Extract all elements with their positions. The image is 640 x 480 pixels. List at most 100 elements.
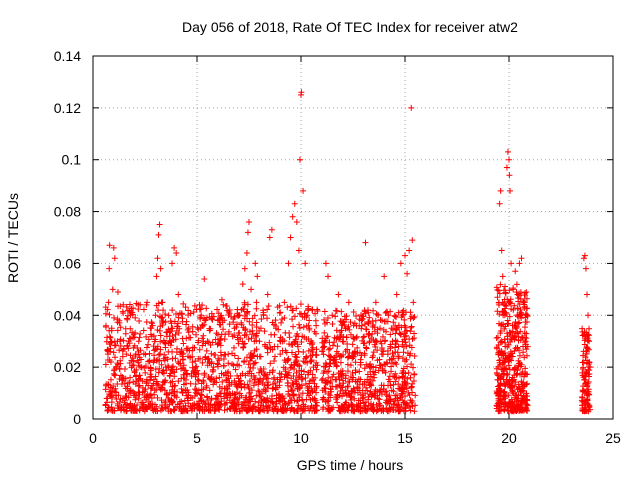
data-point: [210, 381, 217, 388]
data-point: [406, 391, 413, 398]
data-point: [313, 346, 320, 353]
data-point: [353, 322, 360, 329]
data-point: [242, 404, 249, 411]
data-point: [293, 380, 300, 387]
data-point: [340, 351, 347, 358]
data-point: [318, 377, 325, 384]
data-point: [156, 365, 163, 372]
data-point: [402, 309, 409, 316]
data-point: [279, 336, 286, 343]
data-point: [384, 309, 391, 316]
data-point: [116, 399, 123, 406]
data-point: [363, 361, 370, 368]
data-point: [247, 355, 254, 362]
data-point: [116, 376, 123, 383]
data-point: [321, 316, 328, 323]
data-point: [132, 314, 139, 321]
data-point: [200, 377, 207, 384]
data-point: [521, 354, 528, 361]
data-point: [408, 361, 415, 368]
data-point: [214, 363, 221, 370]
y-tick-label: 0.06: [54, 255, 81, 271]
data-point: [493, 402, 500, 409]
data-point: [503, 372, 510, 379]
data-point: [347, 362, 354, 369]
data-point: [202, 400, 209, 407]
data-point: [514, 345, 521, 352]
data-point: [228, 379, 235, 386]
data-point: [513, 281, 520, 288]
data-point: [279, 347, 286, 354]
data-point: [107, 384, 114, 391]
data-point: [301, 368, 308, 375]
data-point: [201, 275, 208, 282]
data-point: [141, 364, 148, 371]
data-point: [200, 332, 207, 339]
data-point: [184, 407, 191, 414]
data-point: [135, 351, 142, 358]
data-point: [498, 393, 505, 400]
data-point: [202, 356, 209, 363]
data-point: [410, 299, 417, 306]
data-point: [119, 308, 126, 315]
data-point: [365, 320, 372, 327]
data-point: [412, 402, 419, 409]
data-point: [396, 408, 403, 415]
data-point: [287, 364, 294, 371]
data-point: [406, 247, 413, 254]
data-point: [183, 321, 190, 328]
data-point: [221, 390, 228, 397]
data-point: [390, 381, 397, 388]
data-point: [516, 260, 523, 267]
data-point: [410, 314, 417, 321]
data-point: [501, 380, 508, 387]
data-point: [109, 286, 116, 293]
data-point: [365, 393, 372, 400]
data-point: [335, 404, 342, 411]
data-point: [225, 331, 232, 338]
data-point: [293, 305, 300, 312]
data-point: [356, 387, 363, 394]
data-point: [173, 310, 180, 317]
data-point: [242, 327, 249, 334]
data-point: [298, 339, 305, 346]
data-point: [308, 403, 315, 410]
data-point: [108, 404, 115, 411]
data-point: [277, 351, 284, 358]
data-point: [175, 358, 182, 365]
data-point: [378, 340, 385, 347]
data-point: [495, 351, 502, 358]
data-point: [123, 392, 130, 399]
data-point: [289, 213, 296, 220]
data-point: [270, 381, 277, 388]
data-point: [504, 148, 511, 155]
data-point: [218, 296, 225, 303]
data-point: [393, 291, 400, 298]
data-point: [213, 392, 220, 399]
data-point: [398, 404, 405, 411]
data-point: [291, 313, 298, 320]
data-point: [252, 333, 259, 340]
data-point: [351, 395, 358, 402]
data-point: [230, 319, 237, 326]
data-point: [238, 319, 245, 326]
data-point: [514, 324, 521, 331]
data-point: [386, 392, 393, 399]
data-point: [200, 338, 207, 345]
data-point: [273, 325, 280, 332]
data-point: [361, 308, 368, 315]
data-point: [510, 306, 517, 313]
data-point: [274, 384, 281, 391]
data-point: [329, 312, 336, 319]
data-point: [180, 340, 187, 347]
data-point: [505, 298, 512, 305]
data-point: [584, 380, 591, 387]
data-point: [495, 287, 502, 294]
data-point: [515, 360, 522, 367]
data-point: [217, 342, 224, 349]
data-point: [294, 330, 301, 337]
data-point: [502, 302, 509, 309]
data-point: [336, 392, 343, 399]
data-point: [169, 325, 176, 332]
data-point: [171, 244, 178, 251]
